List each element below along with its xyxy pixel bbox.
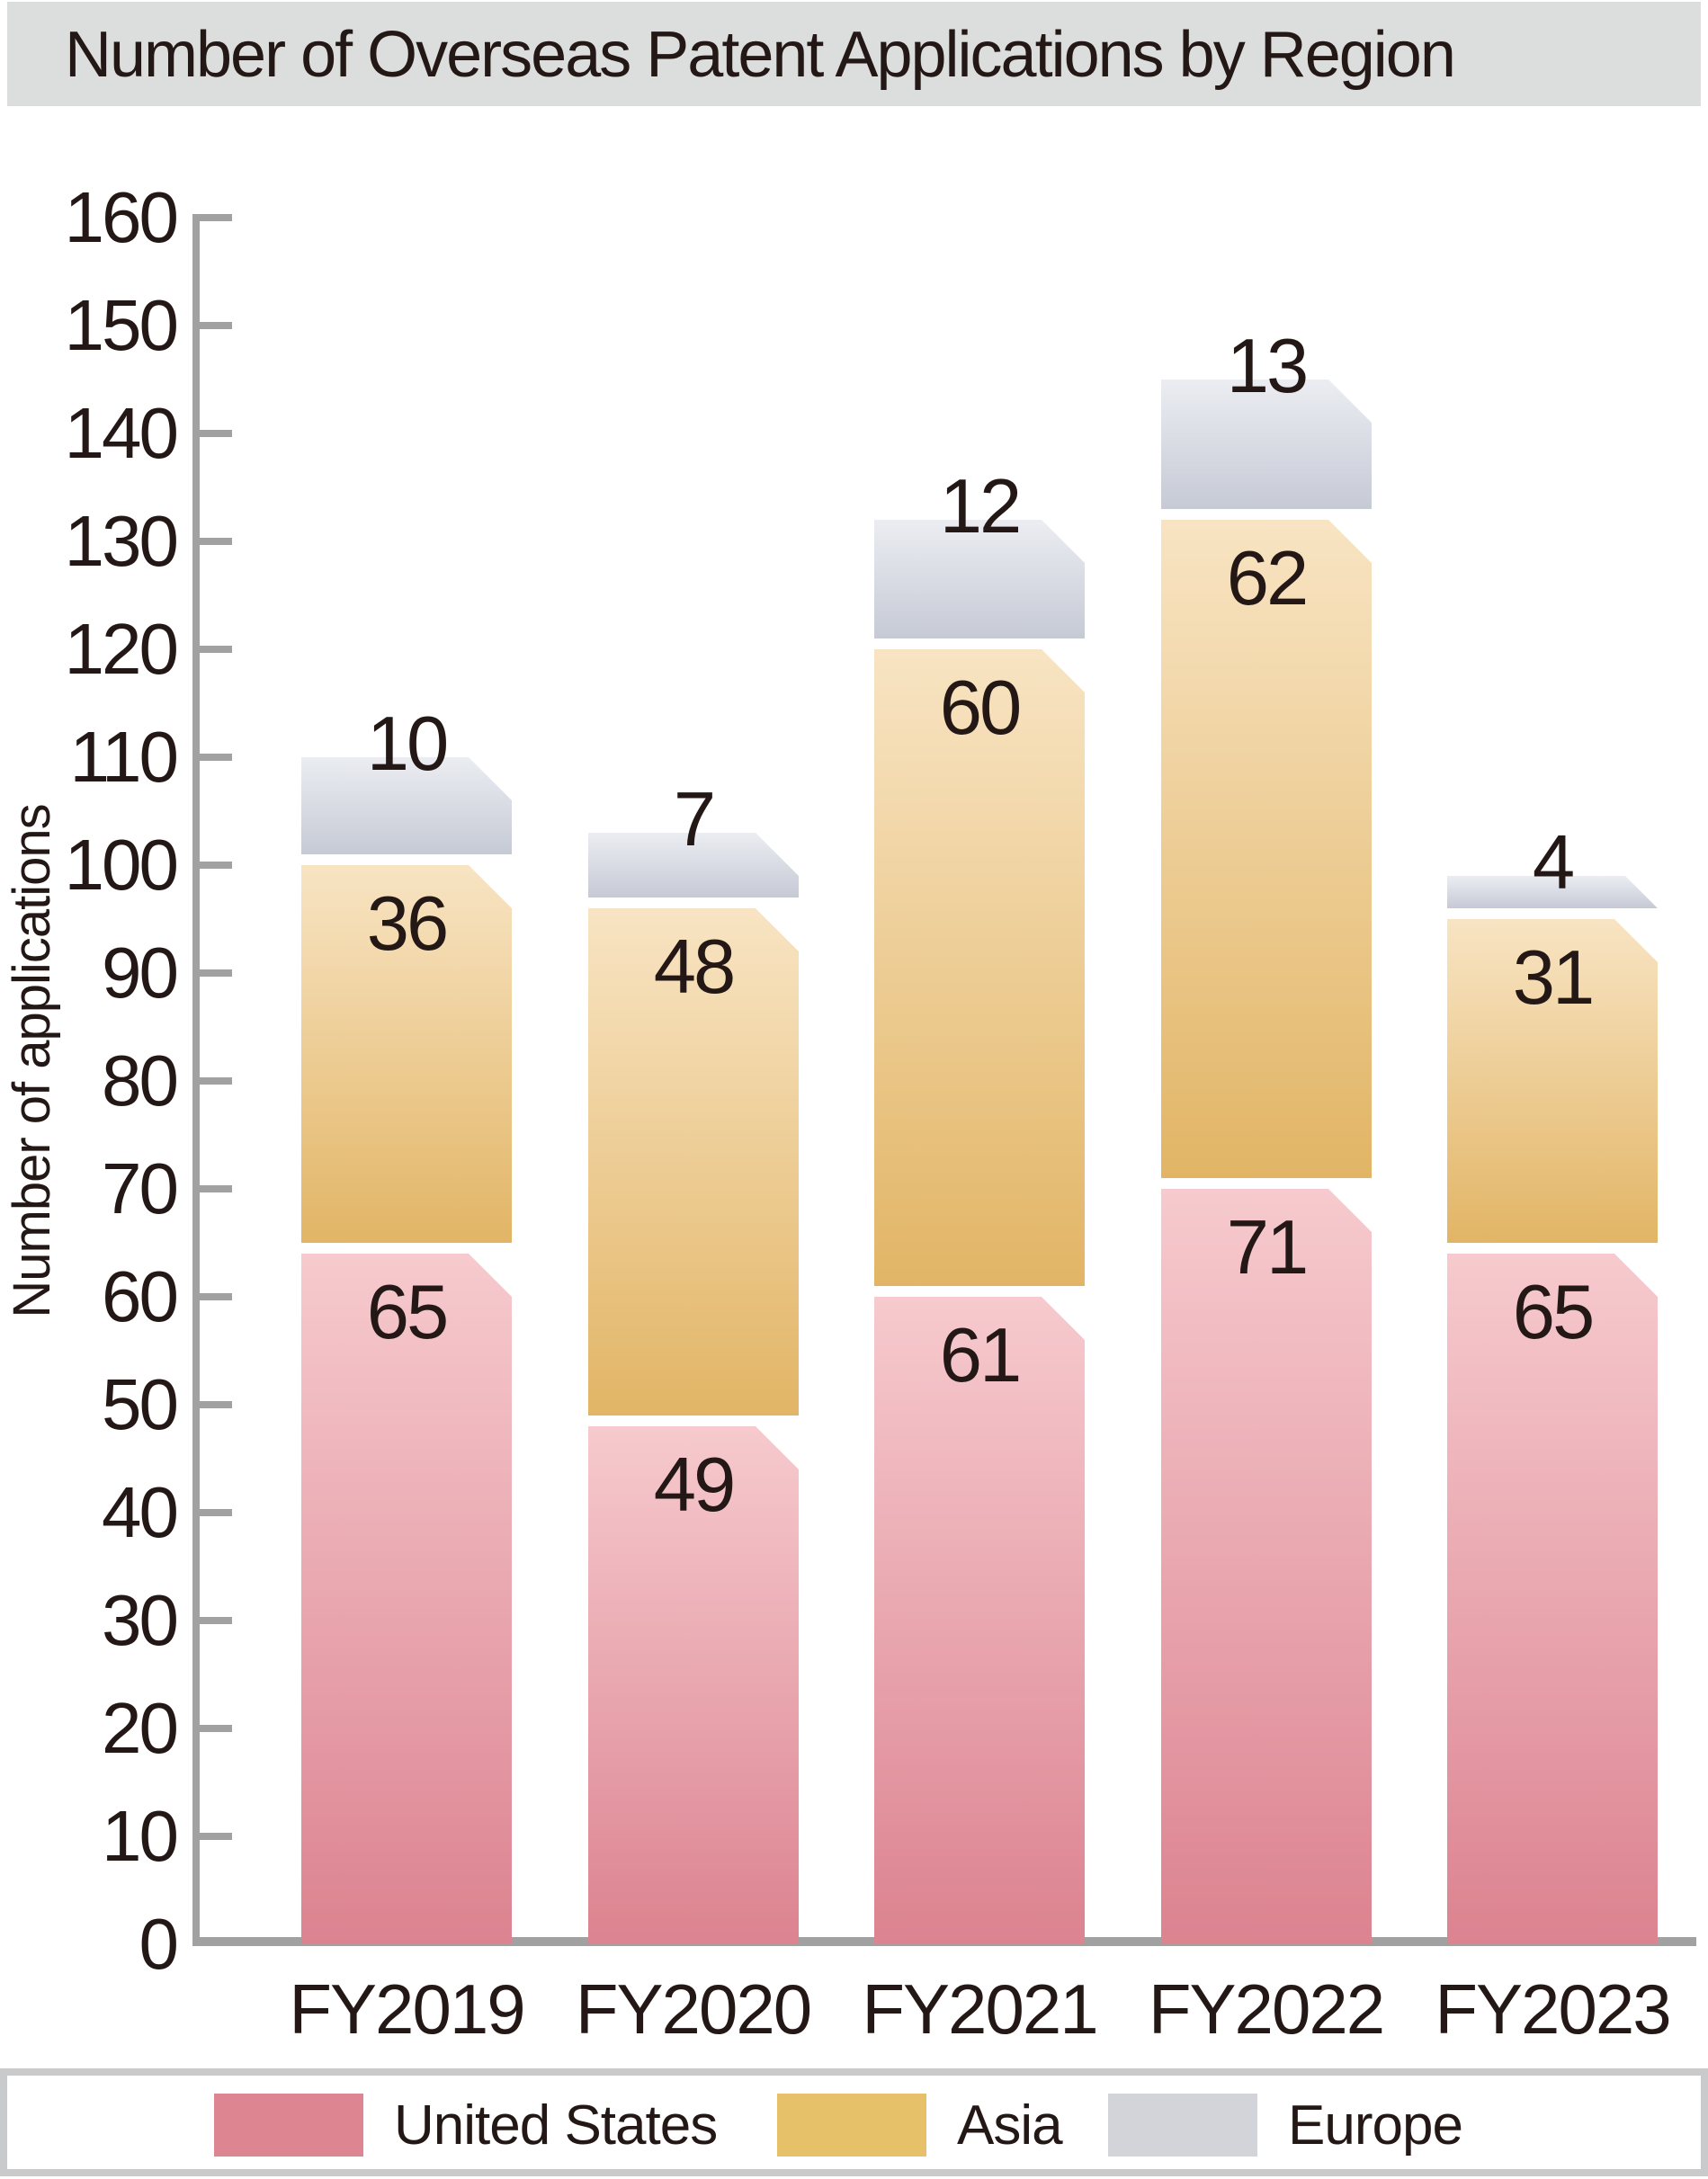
y-tick [200, 646, 232, 653]
bar-segment-asia [301, 865, 512, 1243]
legend-swatch-united-states [214, 2094, 363, 2157]
y-tick-label: 20 [102, 1688, 179, 1768]
y-tick [200, 1509, 232, 1516]
legend-label: Asia [957, 2094, 1063, 2157]
value-label: 65 [366, 1270, 450, 1355]
y-tick [200, 538, 232, 545]
legend-swatch-europe [1108, 2094, 1257, 2157]
y-axis-line [192, 214, 200, 1946]
legend-swatch-asia [777, 2094, 926, 2157]
x-axis-label: FY2021 [862, 1969, 1098, 2049]
value-label: 61 [939, 1313, 1023, 1398]
bar-segment-united-states [301, 1254, 512, 1944]
x-axis-label: FY2019 [289, 1969, 525, 2049]
value-label: 36 [366, 881, 450, 967]
y-tick-label: 10 [102, 1796, 179, 1876]
y-tick-label: 40 [102, 1472, 179, 1552]
bar-segment-united-states [588, 1426, 799, 1944]
legend-label: United States [394, 2094, 718, 2157]
y-tick-label: 130 [64, 501, 179, 581]
y-tick-label: 60 [102, 1256, 179, 1336]
y-tick [200, 969, 232, 977]
y-tick-label: 140 [64, 393, 179, 473]
bar-segment-europe [874, 520, 1085, 639]
y-tick-label: 30 [102, 1580, 179, 1660]
bar-segment-asia [1447, 919, 1658, 1243]
y-tick [200, 862, 232, 869]
bar-segment-europe [301, 757, 512, 854]
x-axis-label: FY2020 [575, 1969, 812, 2049]
value-label: 60 [939, 665, 1023, 751]
y-tick-label: 70 [102, 1148, 179, 1228]
y-tick [200, 1077, 232, 1085]
x-axis-label: FY2022 [1148, 1969, 1385, 2049]
value-label: 48 [653, 924, 737, 1010]
y-tick-label: 120 [64, 609, 179, 689]
y-tick-label: 100 [64, 825, 179, 905]
bar-segment-asia [1161, 520, 1372, 1178]
y-tick-label: 0 [139, 1904, 180, 1984]
y-tick-label: 160 [64, 177, 179, 257]
y-tick [200, 322, 232, 329]
x-axis-label: FY2023 [1435, 1969, 1671, 2049]
y-tick-label: 80 [102, 1040, 179, 1121]
y-tick [200, 430, 232, 437]
value-label: 10 [366, 701, 450, 787]
value-label: 13 [1226, 324, 1310, 409]
y-tick-label: 150 [64, 285, 179, 365]
y-tick-label: 90 [102, 933, 179, 1013]
y-tick [200, 1185, 232, 1192]
y-tick [200, 1617, 232, 1624]
value-label: 71 [1226, 1205, 1310, 1290]
value-label: 62 [1226, 536, 1310, 621]
bar-segment-united-states [874, 1297, 1085, 1944]
value-label: 49 [653, 1442, 737, 1528]
bar-segment-asia [588, 908, 799, 1415]
title-band: Number of Overseas Patent Applications b… [7, 2, 1701, 106]
bar-segment-united-states [1161, 1189, 1372, 1944]
y-tick [200, 754, 232, 761]
value-label: 7 [673, 777, 716, 862]
y-tick-label: 50 [102, 1364, 179, 1444]
bar-segment-europe [1447, 876, 1658, 908]
y-tick [200, 1833, 232, 1840]
chart-title: Number of Overseas Patent Applications b… [65, 19, 1456, 91]
value-label: 65 [1512, 1270, 1596, 1355]
value-label: 12 [939, 464, 1023, 549]
value-label: 4 [1532, 820, 1575, 906]
y-tick [200, 1401, 232, 1408]
y-tick-label: 110 [69, 717, 179, 797]
bar-segment-europe [1161, 380, 1372, 509]
y-tick [200, 1725, 232, 1732]
bar-segment-europe [588, 833, 799, 897]
value-label: 31 [1512, 935, 1596, 1021]
y-tick [200, 214, 232, 221]
bar-segment-united-states [1447, 1254, 1658, 1944]
y-tick [200, 1293, 232, 1300]
bar-segment-asia [874, 649, 1085, 1286]
legend-label: Europe [1288, 2094, 1463, 2157]
